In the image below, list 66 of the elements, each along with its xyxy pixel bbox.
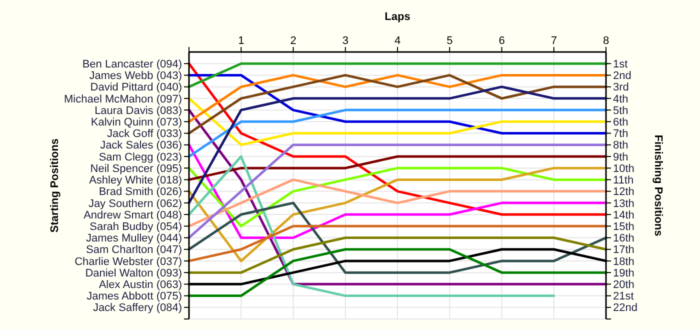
y2-tick-label: 1st xyxy=(613,58,628,70)
category-label: Jack Saffery (084) xyxy=(92,302,182,314)
category-label: Brad Smith (026) xyxy=(98,186,182,198)
category-label: Sarah Budby (054) xyxy=(90,220,182,233)
category-label: Laura Davis (083) xyxy=(94,104,182,117)
y2-tick-label: 8th xyxy=(613,140,628,152)
y2-tick-label: 5th xyxy=(613,104,628,117)
y2-tick-label: 13th xyxy=(613,198,634,210)
x-tick-label: 8 xyxy=(602,35,610,47)
category-label: James Webb (043) xyxy=(89,70,182,82)
y2-tick-label: 15th xyxy=(613,220,634,233)
category-label: Charlie Webster (037) xyxy=(74,256,182,268)
line-series xyxy=(188,202,608,274)
y2-tick-label: 14th xyxy=(613,209,634,222)
line-series xyxy=(188,166,608,262)
category-label: James Mulley (044) xyxy=(86,232,182,245)
y2-tick-label: 17th xyxy=(613,244,634,256)
x-tick-label: 5 xyxy=(446,35,453,47)
x-tick-label: 1 xyxy=(238,35,244,47)
y2-tick-label: 21st xyxy=(613,290,634,303)
y2-tick-label: 9th xyxy=(613,151,628,164)
y2-tick-label: 2nd xyxy=(613,70,632,82)
x-tick-label: 3 xyxy=(342,35,348,47)
x-tick-label: 6 xyxy=(498,35,505,47)
category-label: David Pittard (040) xyxy=(90,82,182,94)
category-label: Jack Sales (036) xyxy=(100,140,182,152)
y2-tick-label: 20th xyxy=(613,279,634,292)
category-label: Jay Southern (062) xyxy=(88,198,182,210)
category-label: Andrew Smart (048) xyxy=(84,209,182,222)
y2-axis-title: Finishing Positions xyxy=(652,134,664,236)
line-series xyxy=(188,97,608,146)
category-label: Sam Charlton (047) xyxy=(86,244,182,256)
y2-tick-label: 4th xyxy=(613,93,628,106)
category-label: Ben Lancaster (094) xyxy=(82,58,182,70)
category-label: Kalvin Quinn (073) xyxy=(90,116,182,128)
line-series xyxy=(188,248,608,298)
y2-tick-label: 7th xyxy=(613,128,628,140)
line-series xyxy=(188,74,608,135)
category-label: Daniel Walton (093) xyxy=(85,267,182,280)
y2-tick-label: 6th xyxy=(613,116,628,128)
y2-tick-label: 18th xyxy=(613,256,634,268)
line-series xyxy=(188,178,608,228)
y2-tick-label: 16th xyxy=(613,232,634,245)
x-tick-label: 4 xyxy=(394,35,401,47)
line-series xyxy=(188,155,556,298)
category-label: Neil Spencer (095) xyxy=(90,162,182,175)
y2-tick-label: 11th xyxy=(613,174,634,187)
category-label: Michael McMahon (097) xyxy=(64,93,182,106)
line-series xyxy=(188,62,608,216)
category-label: Ashley White (018) xyxy=(89,174,182,187)
line-series xyxy=(188,166,608,228)
category-label: Alex Austin (063) xyxy=(98,279,182,292)
x-tick-label: 7 xyxy=(550,35,557,47)
x-axis-title: Laps xyxy=(384,11,410,23)
text: Starting Positions xyxy=(49,138,61,233)
line-series xyxy=(188,144,608,239)
category-label: Sam Clegg (023) xyxy=(98,151,182,164)
category-label: Jack Goff (033) xyxy=(107,128,182,140)
y2-tick-label: 19th xyxy=(613,267,634,280)
x-tick-label: 2 xyxy=(290,35,296,47)
line-series xyxy=(188,86,608,204)
category-label: James Abbott (075) xyxy=(86,290,182,303)
y2-tick-label: 10th xyxy=(613,162,634,175)
y2-tick-label: 12th xyxy=(613,186,634,198)
y2-tick-label: 22nd xyxy=(613,302,638,314)
y2-tick-label: 3rd xyxy=(613,82,629,94)
